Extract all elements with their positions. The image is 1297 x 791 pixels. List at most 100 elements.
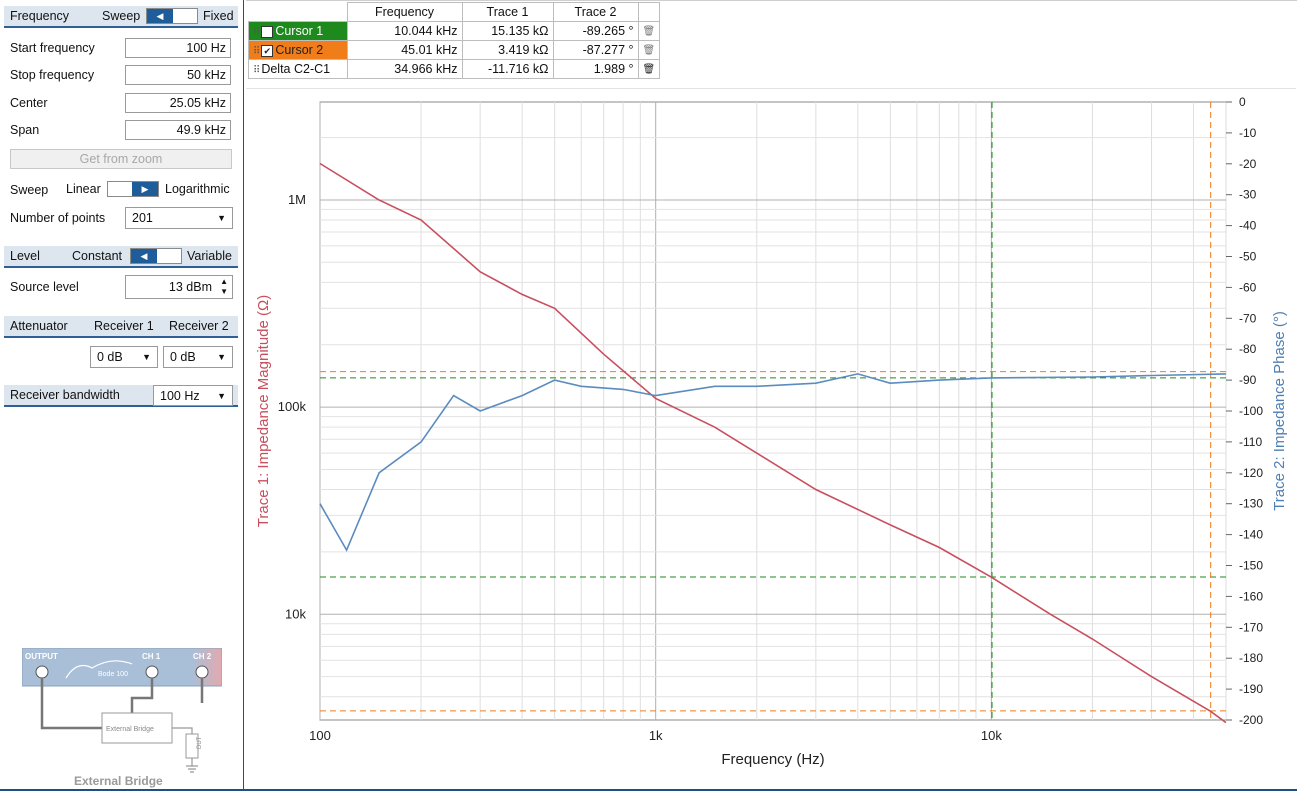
cursor1-trace1: 15.135 kΩ [461,21,554,41]
delta-row[interactable]: ⠿ Delta C2-C1 34.966 kHz -11.716 kΩ 1.989… [248,59,661,79]
level-header-label: Level [10,249,40,263]
y-right-tick-label: -50 [1239,250,1257,264]
trace1-magnitude-line [319,162,1227,724]
y-right-tick-label: -160 [1239,589,1263,603]
cursor-table: Frequency Trace 1 Trace 2 ⠿ ✔ Cursor 1 10.… [248,2,661,79]
delete-cursor2-icon[interactable]: 🗑 [637,40,661,60]
toggle-left-arrow-icon: ◀ [147,9,173,23]
variable-label: Variable [187,249,232,263]
drag-handle-icon[interactable]: ⠿ [253,65,260,76]
y-right-tick-label: -70 [1239,311,1257,325]
linear-log-toggle[interactable]: ▶ [107,181,159,197]
delta-trace1: -11.716 kΩ [461,59,554,79]
ch2-connector-icon [195,665,209,679]
attenuator-section-header: Attenuator Receiver 1 Receiver 2 [4,316,238,338]
toggle-left-arrow-icon: ◀ [131,249,157,263]
dropdown-arrow-icon: ▼ [217,352,226,362]
dropdown-arrow-icon: ▼ [142,352,151,362]
table-plot-divider [246,88,1296,89]
delta-trace2: 1.989 ° [552,59,639,79]
y-right-tick-label: -110 [1239,435,1262,449]
cursor1-frequency: 10.044 kHz [346,21,463,41]
number-of-points-select[interactable]: 201 ▼ [125,207,233,229]
source-level-label: Source level [10,280,79,294]
y-right-tick-label: -130 [1239,497,1263,511]
start-frequency-label: Start frequency [10,41,95,55]
diagram-caption: External Bridge [74,774,163,788]
constant-variable-toggle[interactable]: ◀ [130,248,182,264]
start-frequency-field[interactable]: 100 Hz [125,38,231,58]
checkbox-checked-icon[interactable]: ✔ [261,25,274,38]
delete-delta-icon[interactable]: 🗑 [637,59,661,79]
y-right-tick-label: -140 [1239,528,1263,542]
number-of-points-label: Number of points [10,211,106,225]
cursor-table-header: Frequency Trace 1 Trace 2 [248,2,661,22]
receiver2-attenuator-select[interactable]: 0 dB ▼ [163,346,233,368]
y-right-axis-label: Trace 2: Impedance Phase (°) [1271,311,1288,511]
diagram-bridge-label: External Bridge [106,726,154,733]
stop-frequency-label: Stop frequency [10,68,95,82]
center-field[interactable]: 25.05 kHz [125,93,231,113]
delete-column-header [637,2,661,22]
y-right-tick-label: -90 [1239,373,1257,387]
sweep-fixed-toggle[interactable]: ◀ [146,8,198,24]
spin-down-icon[interactable]: ▼ [220,287,228,296]
sweep-label: Sweep [102,9,141,23]
bode-device-box [22,648,222,687]
diagram-ch2-label: CH 2 [193,652,212,661]
receiver2-attenuator-value: 0 dB [170,350,196,364]
y-right-tick-label: 0 [1239,95,1246,109]
receiver1-label: Receiver 1 [94,319,154,333]
y-left-axis-label: Trace 1: Impedance Magnitude (Ω) [255,295,272,527]
ground-icon [172,727,198,773]
y-right-tick-label: -80 [1239,342,1257,356]
frequency-section-header: Frequency Sweep ◀ Fixed [4,6,238,28]
dropdown-arrow-icon: ▼ [217,391,226,401]
spin-up-icon[interactable]: ▲ [220,277,228,286]
y-right-tick-label: -40 [1239,219,1257,233]
level-section-header: Level Constant ◀ Variable [4,246,238,268]
source-level-value: 13 dBm [168,280,212,294]
drag-handle-icon[interactable]: ⠿ [253,46,260,57]
cursor-row-2[interactable]: ⠿ ✔ Cursor 2 45.01 kHz 3.419 kΩ -87.277 ° … [248,40,661,60]
y-left-tick-label: 100k [278,399,307,414]
checkbox-checked-icon[interactable]: ✔ [261,44,274,57]
diagram-dut-label: DUT [197,736,203,749]
diagram-output-label: OUTPUT [25,652,58,661]
frequency-header-label: Frequency [10,9,70,23]
fixed-label: Fixed [203,9,234,23]
y-right-tick-label: -30 [1239,188,1257,202]
receiver-bandwidth-value: 100 Hz [160,389,200,403]
get-from-zoom-button[interactable]: Get from zoom [10,149,232,169]
trace2-phase-line [319,373,1227,552]
plot-area[interactable] [319,101,1227,721]
cursor1-name-cell[interactable]: ⠿ ✔ Cursor 1 [248,21,348,41]
cursor-row-1[interactable]: ⠿ ✔ Cursor 1 10.044 kHz 15.135 kΩ -89.265 … [248,21,661,41]
delete-cursor1-icon[interactable]: 🗑 [637,21,661,41]
y-right-tick-label: -20 [1239,157,1257,171]
x-axis-label: Frequency (Hz) [721,751,824,768]
cursor2-trace2: -87.277 ° [552,40,639,60]
y-right-tick-label: -200 [1239,713,1263,727]
delta-name-cell[interactable]: ⠿ Delta C2-C1 [248,59,348,79]
bode-plot[interactable]: 100 1k 10k 1M 100k 10k 0 -10 -20 -30 -40 -50 -60 -70 -… [246,90,1297,780]
dropdown-arrow-icon: ▼ [217,213,226,223]
cursor2-name-cell[interactable]: ⠿ ✔ Cursor 2 [248,40,348,60]
diagram-ch1-label: CH 1 [142,652,161,661]
stop-frequency-field[interactable]: 50 kHz [125,65,231,85]
drag-handle-icon[interactable]: ⠿ [253,27,260,38]
delta-frequency: 34.966 kHz [346,59,463,79]
receiver1-attenuator-select[interactable]: 0 dB ▼ [90,346,158,368]
y-right-tick-label: -150 [1239,559,1263,573]
span-field[interactable]: 49.9 kHz [125,120,231,140]
y-right-tick-label: -100 [1239,404,1263,418]
attenuator-header-label: Attenuator [10,319,68,333]
receiver-bandwidth-select[interactable]: 100 Hz ▼ [153,385,233,406]
linear-label: Linear [66,182,101,196]
cursor-name-column-header [248,2,348,22]
receiver1-attenuator-value: 0 dB [97,350,123,364]
logarithmic-label: Logarithmic [165,182,230,196]
y-left-tick-label: 10k [285,606,306,621]
output-connector-icon [35,665,49,679]
source-level-spinner[interactable]: 13 dBm ▲ ▼ [125,275,233,299]
